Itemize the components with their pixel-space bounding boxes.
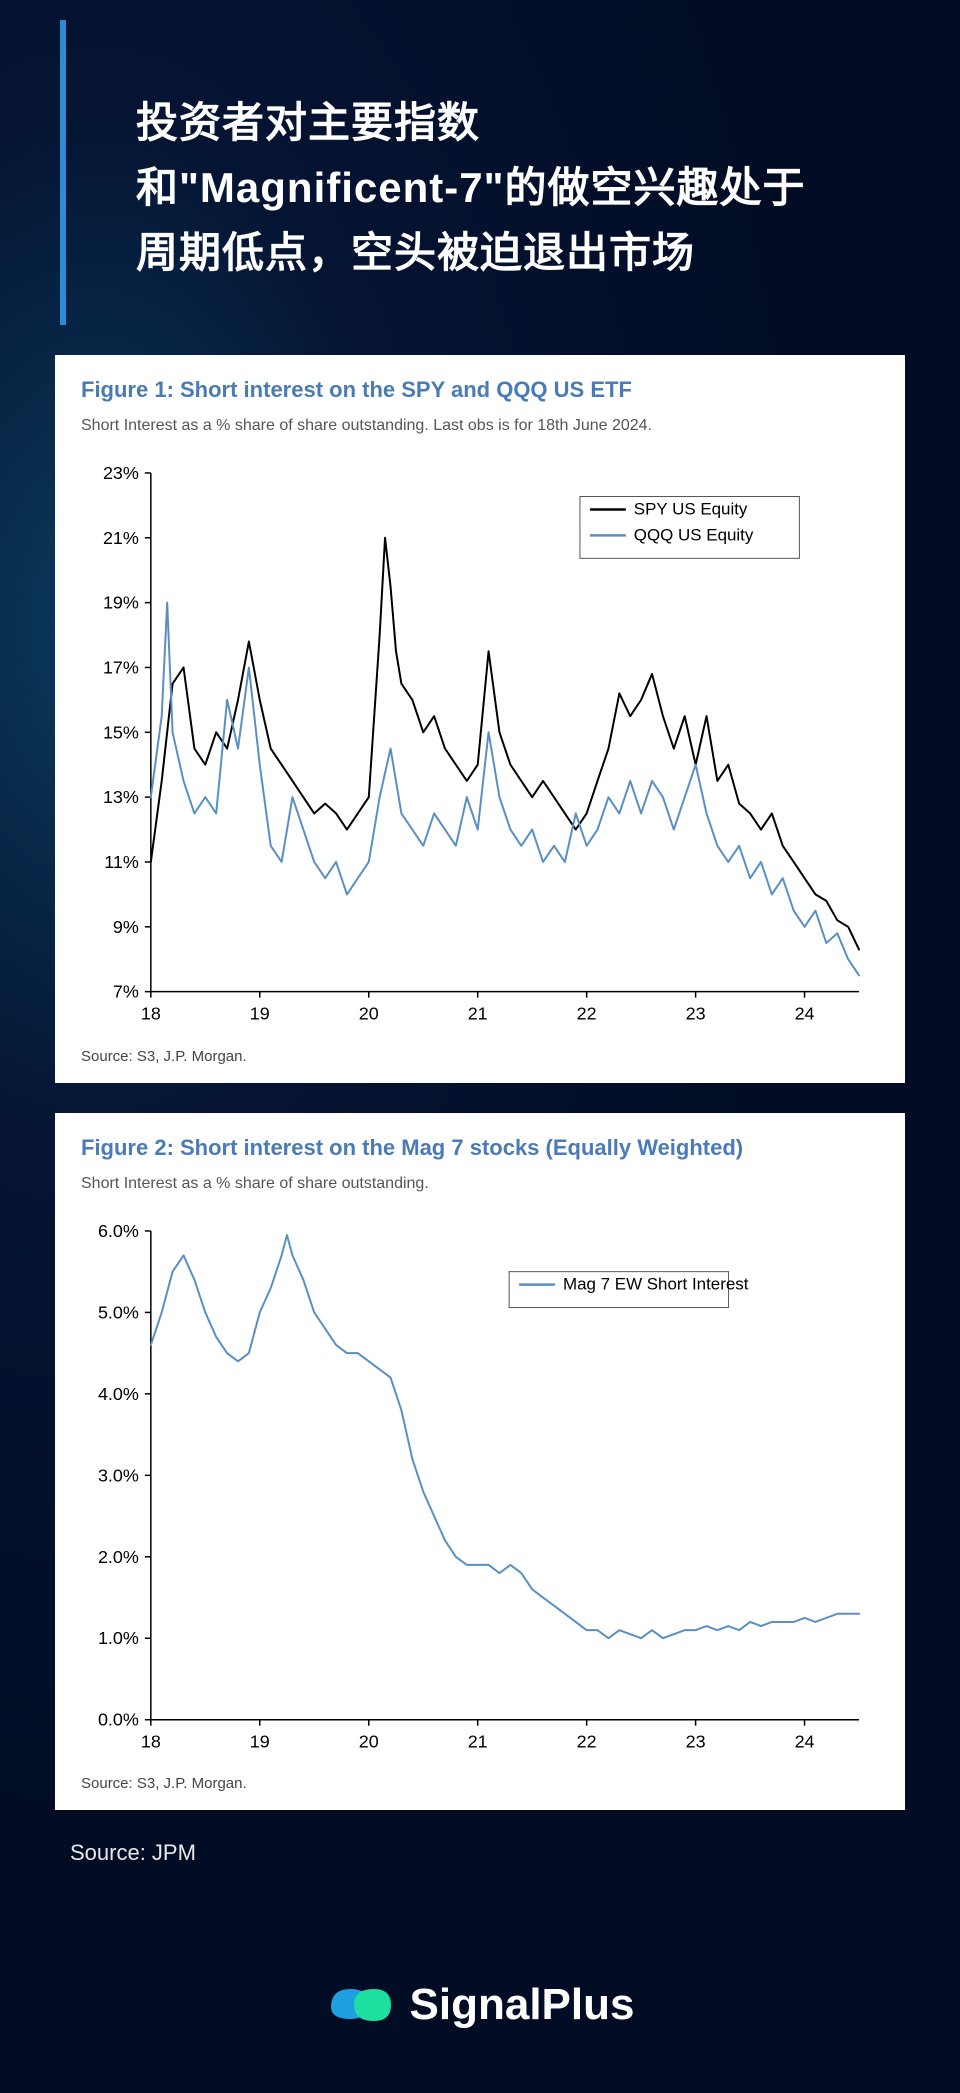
svg-text:1.0%: 1.0% [98, 1628, 139, 1648]
svg-text:23%: 23% [103, 463, 139, 483]
svg-text:Mag 7 EW Short Interest: Mag 7 EW Short Interest [563, 1274, 749, 1293]
figure-2-chart: 0.0% 1.0% 2.0% 3.0% 4.0% 5.0% 6.0% 18 19 20 21 22 23… [81, 1211, 879, 1770]
svg-text:17%: 17% [103, 658, 139, 678]
svg-text:20: 20 [359, 1731, 379, 1751]
svg-text:21: 21 [468, 1731, 488, 1751]
svg-text:11%: 11% [104, 852, 139, 872]
title-line-3: 周期低点，空头被迫退出市场 [136, 229, 695, 276]
figure-1-title: Figure 1: Short interest on the SPY and … [81, 377, 879, 403]
svg-text:6.0%: 6.0% [98, 1221, 139, 1241]
figure-1-card: Figure 1: Short interest on the SPY and … [55, 355, 905, 1083]
svg-text:21: 21 [468, 1004, 488, 1024]
svg-text:24: 24 [795, 1004, 815, 1024]
figure-1-subtitle: Short Interest as a % share of share out… [81, 417, 879, 435]
svg-text:15%: 15% [103, 723, 139, 743]
svg-text:4.0%: 4.0% [98, 1384, 139, 1404]
figure-1-chart: 7% 9% 11% 13% 15% 17% 19% 21% 23% 18 19 20 21 22 23 24 S… [81, 453, 879, 1042]
svg-text:19: 19 [250, 1731, 270, 1751]
svg-text:18: 18 [141, 1731, 161, 1751]
svg-text:24: 24 [795, 1731, 815, 1751]
title-line-1: 投资者对主要指数 [136, 99, 480, 146]
svg-text:23: 23 [686, 1004, 706, 1024]
figure-2-svg: 0.0% 1.0% 2.0% 3.0% 4.0% 5.0% 6.0% 18 19 20 21 22 23… [81, 1211, 879, 1770]
figure-2-card: Figure 2: Short interest on the Mag 7 st… [55, 1113, 905, 1811]
figure-1-svg: 7% 9% 11% 13% 15% 17% 19% 21% 23% 18 19 20 21 22 23 24 S… [81, 453, 879, 1042]
svg-text:5.0%: 5.0% [98, 1302, 139, 1322]
svg-text:19%: 19% [103, 593, 139, 613]
svg-text:QQQ US Equity: QQQ US Equity [634, 526, 754, 545]
svg-text:3.0%: 3.0% [98, 1465, 139, 1485]
brand-footer: SignalPlus [0, 1977, 960, 2033]
figure-2-title: Figure 2: Short interest on the Mag 7 st… [81, 1135, 879, 1161]
outer-source: Source: JPM [70, 1840, 960, 1866]
page-title: 投资者对主要指数 和"Magnificent-7"的做空兴趣处于 周期低点，空头… [136, 90, 840, 285]
svg-text:0.0%: 0.0% [98, 1710, 139, 1730]
title-line-2: 和"Magnificent-7"的做空兴趣处于 [136, 164, 806, 211]
svg-text:7%: 7% [113, 982, 139, 1002]
svg-text:21%: 21% [103, 528, 139, 548]
figure-2-source: Source: S3, J.P. Morgan. [81, 1775, 879, 1792]
svg-text:2.0%: 2.0% [98, 1547, 139, 1567]
svg-text:13%: 13% [103, 787, 139, 807]
svg-text:22: 22 [577, 1731, 597, 1751]
figure-1-source: Source: S3, J.P. Morgan. [81, 1048, 879, 1065]
figure-2-subtitle: Short Interest as a % share of share out… [81, 1175, 879, 1193]
brand-logo-icon [326, 1977, 396, 2033]
page-header: 投资者对主要指数 和"Magnificent-7"的做空兴趣处于 周期低点，空头… [60, 20, 900, 325]
svg-text:18: 18 [141, 1004, 161, 1024]
svg-text:22: 22 [577, 1004, 597, 1024]
svg-text:9%: 9% [113, 917, 139, 937]
svg-text:19: 19 [250, 1004, 270, 1024]
brand-name: SignalPlus [410, 1980, 635, 2030]
svg-text:23: 23 [686, 1731, 706, 1751]
svg-text:20: 20 [359, 1004, 379, 1024]
svg-text:SPY US Equity: SPY US Equity [634, 500, 748, 519]
